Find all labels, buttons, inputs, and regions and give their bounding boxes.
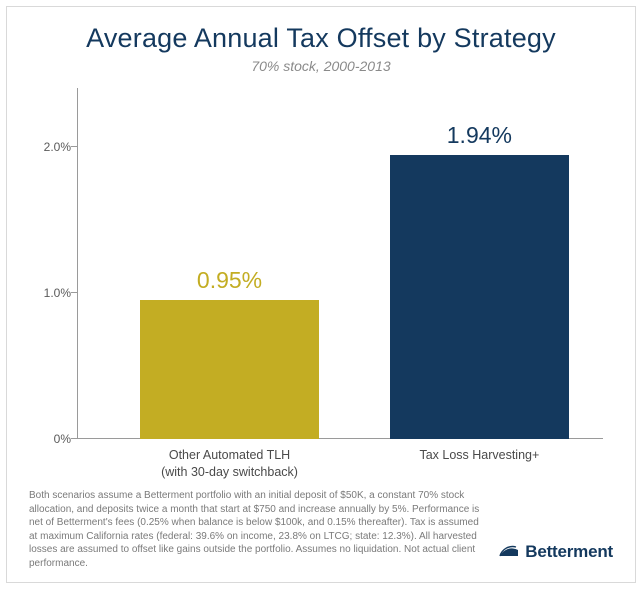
plot-area: 0% 1.0% 2.0% 0.95% 1.94% Other Automated… xyxy=(77,88,603,439)
chart-inner: Average Annual Tax Offset by Strategy 70… xyxy=(6,6,636,583)
bars-layer: 0.95% 1.94% xyxy=(77,88,603,439)
footnote: Both scenarios assume a Betterment portf… xyxy=(29,489,483,570)
footer: Both scenarios assume a Betterment portf… xyxy=(29,489,613,570)
chart-area: 0% 1.0% 2.0% 0.95% 1.94% Other Automated… xyxy=(29,88,613,483)
bar-1: 1.94% xyxy=(390,155,569,439)
chart-title: Average Annual Tax Offset by Strategy xyxy=(29,23,613,54)
bar-value-label-0: 0.95% xyxy=(140,267,319,294)
bar-0: 0.95% xyxy=(140,300,319,439)
ytick-label-2: 2.0% xyxy=(29,140,71,154)
brand: Betterment xyxy=(499,539,613,570)
category-label-1: Tax Loss Harvesting+ xyxy=(353,447,605,464)
brand-logo-icon xyxy=(499,539,519,564)
ytick-label-0: 0% xyxy=(29,432,71,446)
chart-subtitle: 70% stock, 2000-2013 xyxy=(29,58,613,74)
category-label-0: Other Automated TLH(with 30-day switchba… xyxy=(103,447,355,481)
chart-card: Average Annual Tax Offset by Strategy 70… xyxy=(0,0,642,589)
ytick-label-1: 1.0% xyxy=(29,286,71,300)
bar-value-label-1: 1.94% xyxy=(390,122,569,149)
brand-name: Betterment xyxy=(525,542,613,562)
